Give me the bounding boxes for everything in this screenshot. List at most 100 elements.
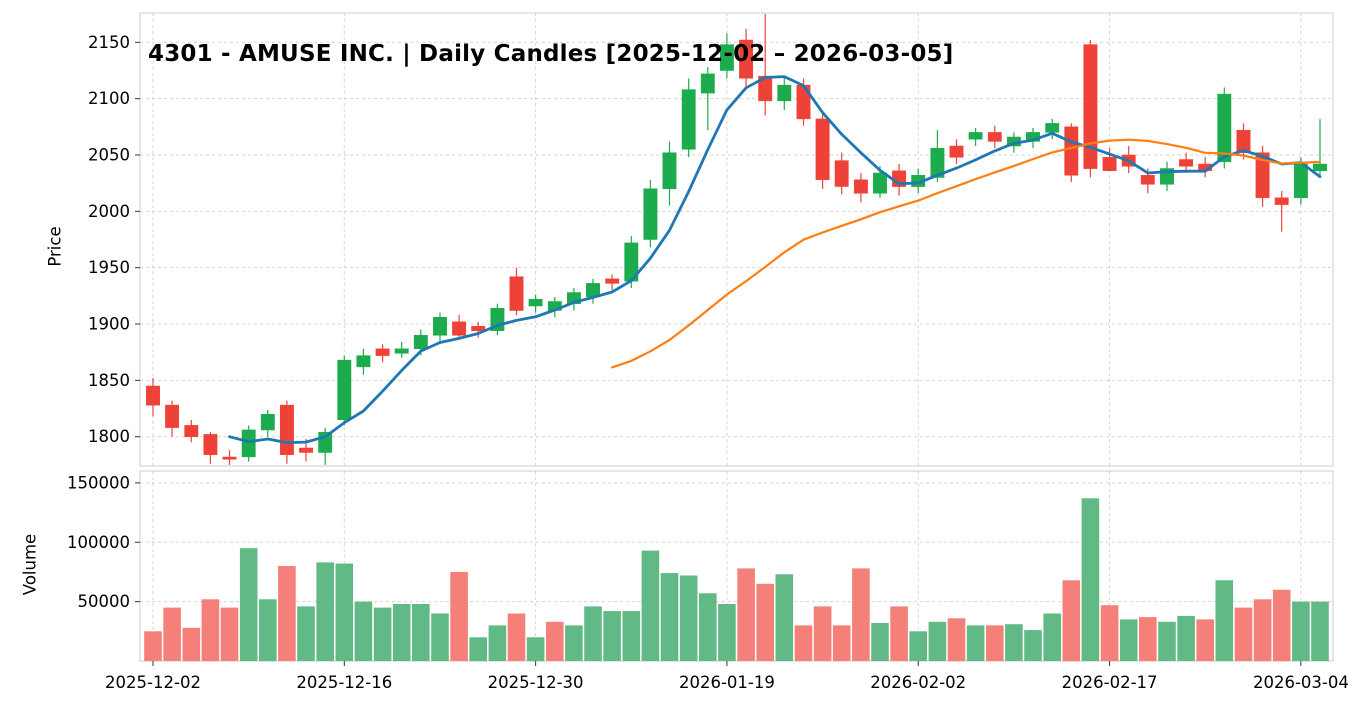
candle-body xyxy=(853,179,868,194)
volume-bar xyxy=(1311,601,1329,661)
price-tick-label: 1850 xyxy=(88,371,130,390)
volume-bar xyxy=(1158,621,1176,661)
volume-bar xyxy=(546,621,564,661)
volume-bar xyxy=(1043,613,1061,661)
candle-body xyxy=(337,359,352,421)
volume-axis-label: Volume xyxy=(20,533,40,596)
volume-bar xyxy=(220,607,239,661)
volume-bar xyxy=(565,625,583,661)
volume-bar xyxy=(201,599,220,662)
candle-body xyxy=(375,348,390,356)
candle-body xyxy=(528,298,543,307)
candle-body xyxy=(413,335,428,350)
volume-bar xyxy=(890,606,908,661)
volume-bar xyxy=(1272,589,1291,662)
volume-bar xyxy=(469,637,487,662)
volume-bar xyxy=(718,604,736,661)
candle-body xyxy=(241,429,256,458)
volume-bar xyxy=(182,627,201,662)
volume-bar xyxy=(966,625,985,661)
volume-bar xyxy=(1253,599,1272,662)
volume-bar xyxy=(1119,619,1138,661)
candle-body xyxy=(949,145,964,158)
volume-bar xyxy=(412,604,430,661)
candle-body xyxy=(1217,93,1232,162)
candle-body xyxy=(815,118,830,181)
volume-bar xyxy=(1215,580,1234,662)
price-tick-label: 1800 xyxy=(88,427,130,446)
candle-body xyxy=(739,39,754,79)
volume-bar xyxy=(737,568,755,661)
candle-body xyxy=(1293,163,1308,199)
ma-line-sma25 xyxy=(610,138,1322,369)
volume-bar xyxy=(641,550,660,661)
candle-body xyxy=(930,147,945,178)
volume-bar xyxy=(144,631,162,661)
candle-body xyxy=(184,425,199,437)
volume-bar xyxy=(775,574,794,661)
candle-body xyxy=(433,317,447,336)
volume-bar xyxy=(1062,580,1081,662)
volume-bar xyxy=(660,573,679,661)
candle-body xyxy=(356,355,371,368)
volume-bar xyxy=(507,613,526,661)
chart-title: 4301 - AMUSE INC. | Daily Candles [2025-… xyxy=(148,41,954,67)
candle-body xyxy=(605,278,620,284)
candle-body xyxy=(299,447,314,453)
candle-body xyxy=(1102,156,1117,171)
price-tick-label: 1950 xyxy=(88,258,130,277)
volume-bar xyxy=(239,548,258,661)
volume-bar xyxy=(1005,624,1023,661)
volume-bar xyxy=(297,606,315,661)
panel-border xyxy=(139,470,1334,662)
candle-body xyxy=(834,160,849,187)
volume-bar xyxy=(450,571,468,661)
candle-body xyxy=(1274,197,1289,205)
volume-bar xyxy=(431,613,449,661)
candle-body xyxy=(471,326,486,332)
x-tick-label: 2025-12-30 xyxy=(488,673,584,692)
volume-bar xyxy=(1196,619,1214,661)
price-axis-label: Price xyxy=(45,226,65,267)
candle-body xyxy=(1255,152,1270,199)
volume-bar xyxy=(335,563,354,661)
volume-bar xyxy=(794,625,813,661)
candle-body xyxy=(1083,44,1098,169)
price-tick-label: 2050 xyxy=(88,145,130,164)
volume-bar xyxy=(679,575,698,661)
candle-body xyxy=(1236,129,1251,153)
volume-bar xyxy=(1234,607,1253,661)
candle-body xyxy=(1179,159,1194,167)
candle-body xyxy=(643,188,658,240)
volume-bar xyxy=(163,607,181,661)
x-tick-label: 2026-03-04 xyxy=(1253,673,1349,692)
candle-body xyxy=(203,434,218,455)
volume-bar xyxy=(813,606,832,661)
candle-body xyxy=(968,132,983,140)
ma-line-sma5 xyxy=(228,75,1322,445)
volume-bar xyxy=(947,618,966,662)
candle-body xyxy=(1064,126,1079,176)
volume-bar xyxy=(832,625,851,661)
volume-bar xyxy=(756,583,774,661)
volume-bar xyxy=(526,637,545,662)
candle-body xyxy=(279,404,294,455)
candle-body xyxy=(260,413,275,431)
volume-bar xyxy=(852,568,870,661)
volume-bar xyxy=(871,623,889,661)
x-tick-label: 2025-12-16 xyxy=(296,673,392,692)
volume-bar xyxy=(1081,498,1100,661)
x-tick-label: 2026-02-17 xyxy=(1062,673,1158,692)
candle-body xyxy=(452,321,467,336)
candle-body xyxy=(662,152,677,190)
price-tick-label: 2150 xyxy=(88,33,130,52)
volume-bar xyxy=(986,625,1004,661)
x-tick-label: 2025-12-02 xyxy=(105,673,201,692)
volume-bar xyxy=(622,611,641,661)
x-tick-label: 2026-02-02 xyxy=(870,673,966,692)
candle-body xyxy=(509,276,524,311)
volume-bar xyxy=(392,604,411,661)
price-tick-label: 2000 xyxy=(88,202,130,221)
volume-bar xyxy=(354,601,373,661)
